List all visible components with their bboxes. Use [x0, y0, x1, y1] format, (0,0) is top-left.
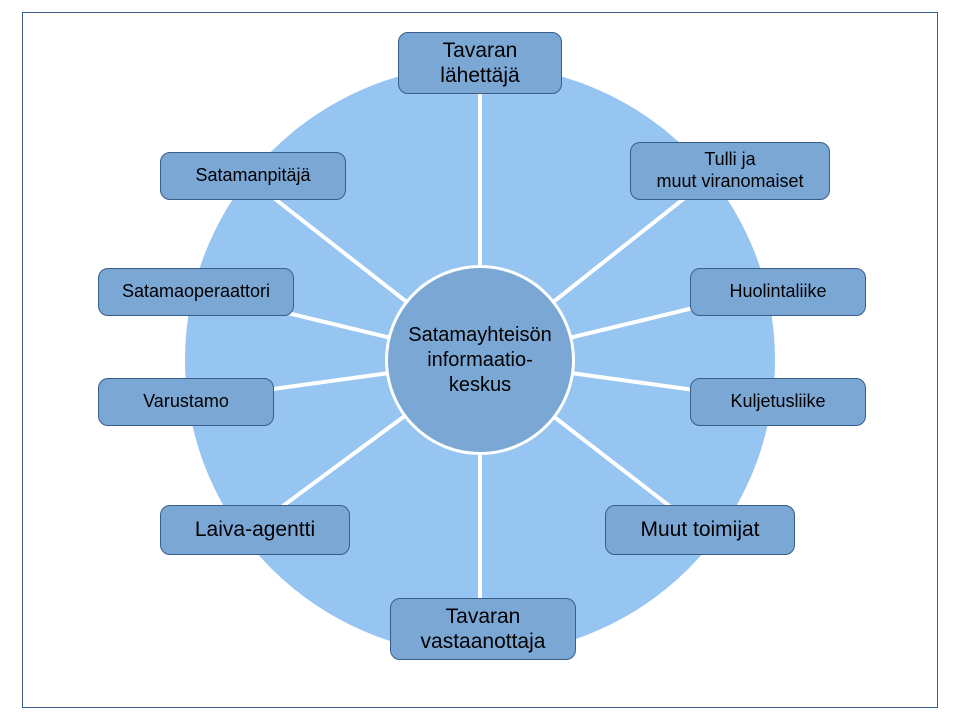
hub-node: Satamayhteisön informaatio- keskus	[385, 265, 575, 455]
node-tavaran-lahettaja-label: Tavaran lähettäjä	[440, 38, 519, 88]
node-muut-toimijat-label: Muut toimijat	[640, 517, 759, 542]
node-tavaran-vastaanottaja-label: Tavaran vastaanottaja	[421, 604, 546, 654]
node-tavaran-vastaanottaja: Tavaran vastaanottaja	[390, 598, 576, 660]
node-satamaoperaattori: Satamaoperaattori	[98, 268, 294, 316]
node-kuljetusliike-label: Kuljetusliike	[730, 391, 825, 413]
node-laiva-agentti-label: Laiva-agentti	[195, 517, 315, 542]
node-satamanpitaja-label: Satamanpitäjä	[195, 165, 310, 187]
hub-label: Satamayhteisön informaatio- keskus	[408, 323, 551, 398]
node-satamanpitaja: Satamanpitäjä	[160, 152, 346, 200]
node-laiva-agentti: Laiva-agentti	[160, 505, 350, 555]
node-satamaoperaattori-label: Satamaoperaattori	[122, 281, 270, 303]
node-huolintaliike-label: Huolintaliike	[729, 281, 826, 303]
node-tulli: Tulli ja muut viranomaiset	[630, 142, 830, 200]
node-kuljetusliike: Kuljetusliike	[690, 378, 866, 426]
diagram-stage: Satamayhteisön informaatio- keskus Tavar…	[0, 0, 960, 720]
node-varustamo-label: Varustamo	[143, 391, 229, 413]
node-tulli-label: Tulli ja muut viranomaiset	[656, 149, 803, 192]
node-huolintaliike: Huolintaliike	[690, 268, 866, 316]
node-tavaran-lahettaja: Tavaran lähettäjä	[398, 32, 562, 94]
node-varustamo: Varustamo	[98, 378, 274, 426]
node-muut-toimijat: Muut toimijat	[605, 505, 795, 555]
